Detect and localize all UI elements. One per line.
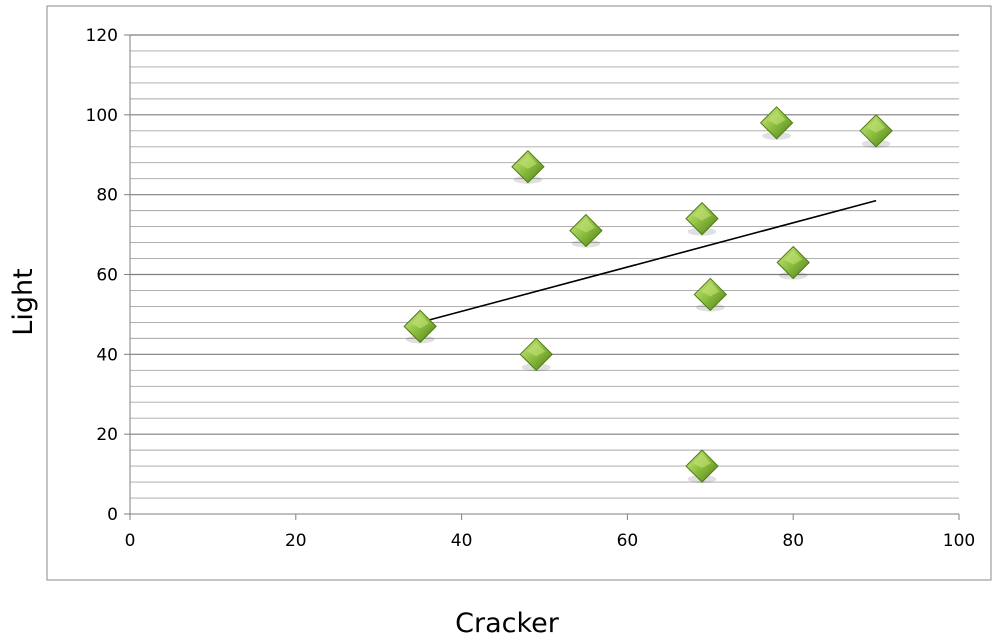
- data-point: [685, 449, 719, 484]
- chart-frame: [46, 5, 992, 581]
- data-points: [403, 106, 893, 484]
- data-point: [693, 277, 728, 312]
- y-tick-label: 80: [96, 186, 118, 206]
- marker-highlight: [518, 154, 537, 169]
- marker-highlight: [693, 206, 712, 221]
- x-tick-label: 100: [943, 531, 975, 551]
- trendline: [419, 199, 877, 324]
- gridlines: [130, 34, 959, 499]
- marker-highlight: [693, 454, 712, 469]
- marker-highlight: [701, 282, 720, 297]
- data-point: [685, 201, 719, 236]
- x-tick-label: 60: [617, 531, 639, 551]
- data-point: [776, 245, 810, 280]
- x-axis-title: Cracker: [455, 608, 560, 639]
- marker-highlight: [527, 342, 546, 357]
- data-point: [511, 150, 545, 184]
- data-point: [569, 213, 603, 248]
- y-tick-label: 20: [96, 425, 118, 445]
- y-tick-label: 60: [96, 266, 118, 286]
- marker-highlight: [576, 218, 595, 233]
- y-tick-label: 120: [86, 26, 118, 46]
- marker-highlight: [784, 250, 803, 265]
- data-point: [403, 309, 437, 344]
- data-point: [759, 106, 794, 140]
- y-axis-title: Light: [8, 268, 39, 335]
- x-tick-label: 40: [451, 531, 473, 551]
- marker-highlight: [867, 118, 886, 133]
- y-tick-label: 0: [107, 505, 118, 525]
- trendline-layer: [419, 199, 877, 324]
- data-point: [859, 114, 893, 148]
- data-point: [519, 337, 553, 372]
- y-tick-label: 40: [96, 345, 118, 365]
- marker-highlight: [411, 314, 430, 329]
- x-tick-label: 80: [782, 531, 804, 551]
- axes: [124, 34, 960, 520]
- x-tick-label: 20: [285, 531, 307, 551]
- tick-labels: 0 20 40 60 80 100 120 0 20 40 60 80 100: [86, 26, 976, 551]
- y-tick-label: 100: [86, 106, 118, 126]
- x-tick-label: 0: [125, 531, 136, 551]
- marker-highlight: [767, 110, 786, 125]
